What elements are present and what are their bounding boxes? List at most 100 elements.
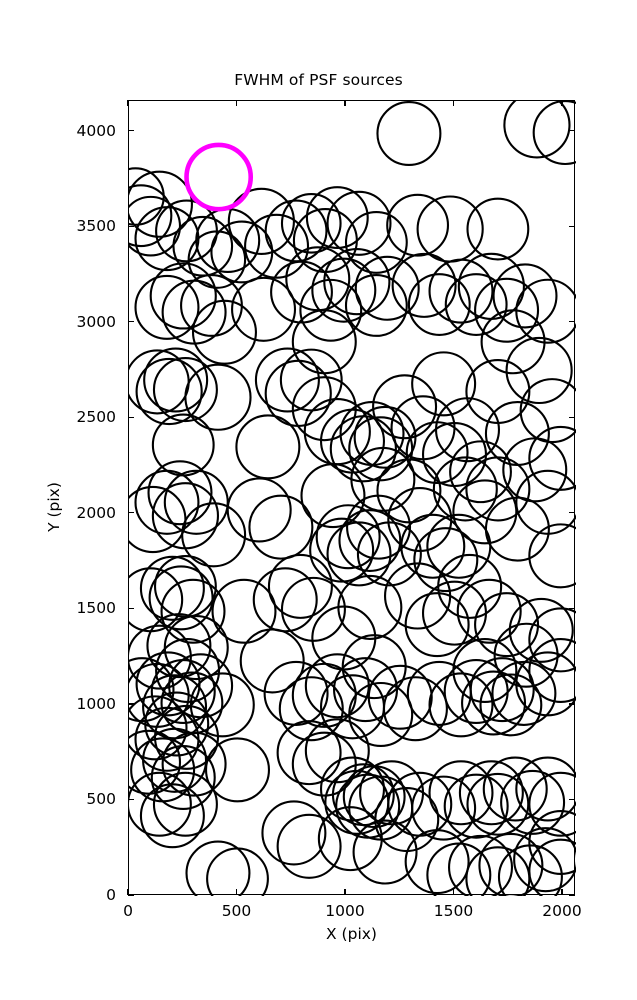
psf-source-circle bbox=[391, 252, 457, 318]
psf-source-circle bbox=[211, 578, 277, 644]
x-tick-label: 500 bbox=[221, 902, 252, 920]
y-tick-label: 2500 bbox=[76, 408, 116, 427]
psf-source-circle bbox=[413, 527, 479, 593]
psf-source-circle bbox=[129, 485, 187, 554]
psf-source-circle bbox=[411, 775, 477, 841]
psf-source-circle bbox=[191, 299, 257, 365]
psf-source-circle bbox=[163, 469, 229, 535]
psf-source-circle bbox=[466, 197, 530, 261]
psf-source-circle bbox=[129, 624, 192, 690]
psf-source-circle bbox=[204, 737, 271, 803]
psf-source-circle bbox=[291, 309, 357, 375]
y-tick-mark-right bbox=[569, 225, 575, 227]
x-tick-mark-top bbox=[127, 100, 129, 106]
highlighted-psf-source-circle bbox=[184, 142, 254, 212]
psf-source-circle bbox=[443, 773, 509, 839]
psf-source-circle bbox=[147, 460, 213, 526]
psf-source-circle bbox=[146, 613, 212, 679]
psf-source-circle bbox=[235, 414, 301, 480]
psf-source-circle bbox=[458, 760, 524, 826]
psf-source-circle bbox=[515, 469, 576, 535]
x-tick-mark bbox=[235, 889, 238, 895]
psf-source-circle bbox=[479, 673, 543, 737]
psf-source-circle bbox=[326, 521, 392, 587]
psf-source-circle bbox=[299, 278, 363, 342]
y-tick-label: 3500 bbox=[76, 217, 116, 236]
y-tick-label: 2000 bbox=[76, 503, 116, 522]
psf-source-circle bbox=[285, 246, 351, 312]
psf-source-circle bbox=[515, 278, 576, 344]
psf-source-circle bbox=[528, 523, 576, 589]
psf-source-circle bbox=[456, 578, 522, 644]
psf-source-circle bbox=[276, 720, 342, 786]
psf-source-circle bbox=[150, 744, 216, 811]
psf-source-circle bbox=[382, 676, 448, 742]
psf-source-circle bbox=[465, 456, 531, 522]
y-tick-mark-right bbox=[569, 416, 575, 418]
psf-source-circle bbox=[187, 230, 247, 289]
psf-source-circle bbox=[189, 672, 255, 738]
psf-source-circle bbox=[484, 401, 550, 467]
psf-source-circle bbox=[317, 806, 383, 872]
psf-source-circle bbox=[469, 657, 535, 723]
psf-source-circle bbox=[480, 309, 546, 375]
y-tick-mark bbox=[128, 512, 134, 514]
plot-area bbox=[128, 100, 576, 896]
psf-source-circle bbox=[474, 277, 540, 343]
psf-source-circle bbox=[160, 578, 226, 644]
psf-source-circle bbox=[344, 274, 408, 337]
psf-source-circle bbox=[452, 637, 518, 704]
psf-source-circle bbox=[528, 637, 576, 704]
psf-source-circle bbox=[129, 771, 192, 837]
psf-source-circle bbox=[338, 509, 402, 572]
psf-source-circle bbox=[348, 681, 414, 747]
psf-source-circle bbox=[428, 760, 494, 826]
psf-source-circle bbox=[161, 731, 227, 797]
psf-source-circle bbox=[452, 479, 518, 545]
psf-source-circle bbox=[248, 494, 314, 560]
y-tick-mark bbox=[128, 225, 134, 227]
psf-source-circle bbox=[226, 477, 292, 543]
psf-source-circle bbox=[432, 456, 498, 522]
y-axis-label: Y (pix) bbox=[45, 482, 63, 532]
y-tick-mark-right bbox=[569, 894, 575, 896]
psf-source-circle bbox=[172, 215, 234, 277]
y-tick-mark-right bbox=[569, 798, 575, 801]
psf-source-circle bbox=[461, 670, 527, 736]
y-tick-label: 4000 bbox=[76, 121, 116, 140]
psf-source-circle bbox=[254, 347, 320, 413]
y-tick-label: 1000 bbox=[76, 694, 116, 713]
psf-source-circle bbox=[263, 660, 329, 726]
psf-source-circle bbox=[291, 376, 357, 442]
psf-source-circle bbox=[149, 262, 217, 330]
y-tick-mark-right bbox=[569, 512, 575, 514]
psf-source-circle bbox=[500, 769, 566, 835]
psf-source-circle bbox=[528, 809, 576, 875]
psf-source-circle bbox=[519, 378, 576, 444]
psf-source-circle bbox=[437, 553, 503, 619]
y-tick-label: 1500 bbox=[76, 599, 116, 618]
psf-source-circle bbox=[492, 263, 558, 329]
psf-source-circle bbox=[227, 187, 295, 256]
psf-source-circle bbox=[311, 257, 377, 323]
psf-source-circle bbox=[508, 597, 574, 663]
psf-source-circle bbox=[153, 704, 220, 770]
y-tick-mark bbox=[128, 703, 134, 705]
psf-source-circle bbox=[280, 192, 342, 254]
psf-source-circle bbox=[350, 446, 416, 512]
y-tick-mark-right bbox=[569, 703, 575, 705]
y-tick-mark bbox=[128, 798, 134, 801]
psf-source-circle bbox=[465, 846, 531, 896]
psf-source-circle bbox=[181, 502, 247, 568]
psf-source-circle bbox=[311, 605, 377, 671]
psf-source-circle bbox=[144, 691, 210, 757]
x-tick-mark bbox=[561, 889, 563, 895]
y-tick-mark bbox=[128, 894, 134, 896]
psf-source-circle bbox=[528, 607, 576, 673]
psf-source-circle bbox=[354, 255, 420, 321]
psf-source-circle bbox=[206, 847, 269, 896]
x-tick-label: 1000 bbox=[325, 902, 365, 920]
psf-source-circle bbox=[466, 772, 530, 836]
psf-source-circle bbox=[474, 592, 540, 658]
psf-source-circle bbox=[152, 771, 218, 837]
